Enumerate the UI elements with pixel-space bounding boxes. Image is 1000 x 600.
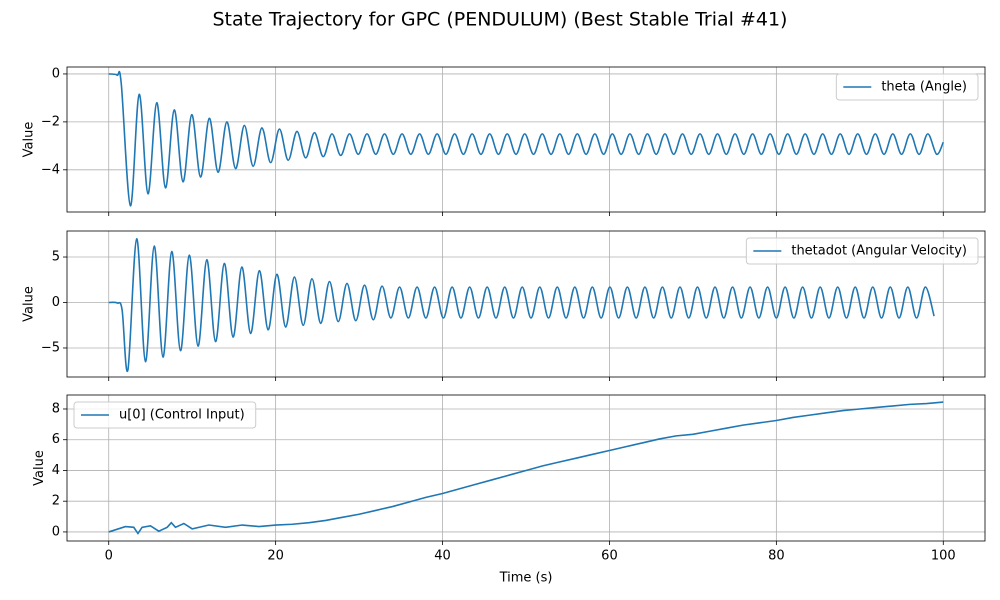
y-tick-label: 5: [52, 250, 60, 265]
legend: theta (Angle): [835, 73, 979, 101]
y-tick-label: −4: [41, 162, 60, 177]
legend-box: [835, 73, 979, 101]
legend-label: u[0] (Control Input): [119, 408, 245, 423]
y-tick-label: 0: [52, 524, 60, 539]
x-tick-label: 60: [601, 549, 618, 564]
x-tick-label: 0: [105, 549, 113, 564]
legend: u[0] (Control Input): [73, 401, 257, 429]
y-tick-label: 8: [52, 401, 60, 416]
x-tick-label: 40: [434, 549, 451, 564]
legend-label: thetadot (Angular Velocity): [791, 244, 967, 259]
legend-label: theta (Angle): [881, 80, 967, 95]
legend: thetadot (Angular Velocity): [745, 237, 979, 265]
axes-frame: [66, 394, 986, 542]
line: [108, 401, 944, 535]
legend-box: [73, 401, 257, 429]
y-tick-label: −2: [41, 114, 60, 129]
legend-box: [745, 237, 979, 265]
y-tick-label: 0: [52, 66, 60, 81]
x-tick-label: 100: [931, 549, 956, 564]
axes-frame: [66, 66, 986, 213]
y-tick-label: −5: [41, 340, 60, 355]
line: [108, 238, 935, 373]
figure-title: State Trajectory for GPC (PENDULUM) (Bes…: [213, 9, 788, 31]
y-tick-label: 4: [52, 463, 60, 478]
x-axis-label: Time (s): [499, 571, 553, 586]
line: [108, 70, 945, 207]
y-axis-label: Value: [21, 286, 36, 322]
y-axis-label: Value: [21, 122, 36, 158]
subplot: −5 0 5 Value thetadot (Angular Velocity): [21, 230, 986, 381]
axes-frame: [66, 230, 986, 378]
y-tick-label: 6: [52, 432, 60, 447]
subplot: 0 20 40 60 80 100 0 2 4 6 8 Value Time (s) u[0] (Cont…: [32, 394, 986, 586]
x-tick-label: 20: [267, 549, 284, 564]
subplot: −4 −2 0 Value theta (Angle): [21, 66, 986, 216]
y-axis-label: Value: [32, 450, 47, 486]
x-tick-label: 80: [768, 549, 785, 564]
y-tick-label: 0: [52, 295, 60, 310]
y-tick-label: 2: [52, 494, 60, 509]
